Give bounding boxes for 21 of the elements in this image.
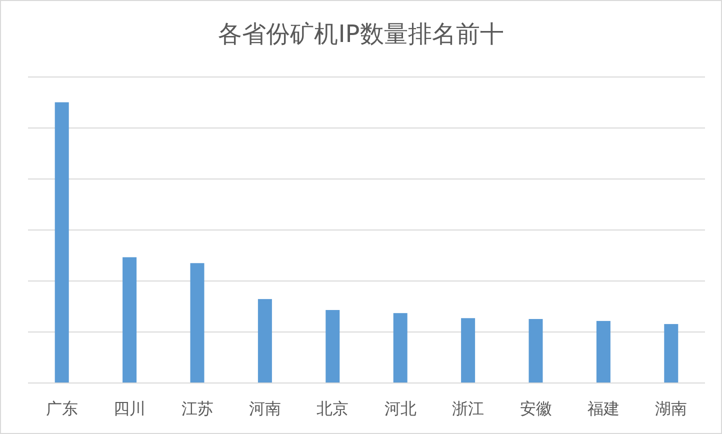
bar <box>326 310 340 383</box>
x-tick-label: 四川 <box>114 399 146 418</box>
x-tick-label: 湖南 <box>655 399 688 418</box>
x-tick-label: 河北 <box>384 399 416 418</box>
x-tick-label: 河南 <box>248 399 281 418</box>
chart-title: 各省份矿机IP数量排名前十 <box>218 20 504 48</box>
bar <box>461 318 476 383</box>
x-tick-label: 北京 <box>316 399 349 418</box>
x-tick-label: 福建 <box>587 399 620 418</box>
bar <box>393 313 408 383</box>
bar <box>258 299 272 383</box>
bar <box>596 320 610 383</box>
x-tick-label: 江苏 <box>181 399 214 418</box>
bar <box>664 324 678 383</box>
bar <box>528 318 543 383</box>
x-tick-label: 浙江 <box>452 399 484 418</box>
bar <box>122 257 137 383</box>
bar <box>54 102 69 383</box>
bar <box>190 263 204 383</box>
x-tick-label: 安徽 <box>520 399 552 418</box>
x-tick-label: 广东 <box>46 399 78 418</box>
